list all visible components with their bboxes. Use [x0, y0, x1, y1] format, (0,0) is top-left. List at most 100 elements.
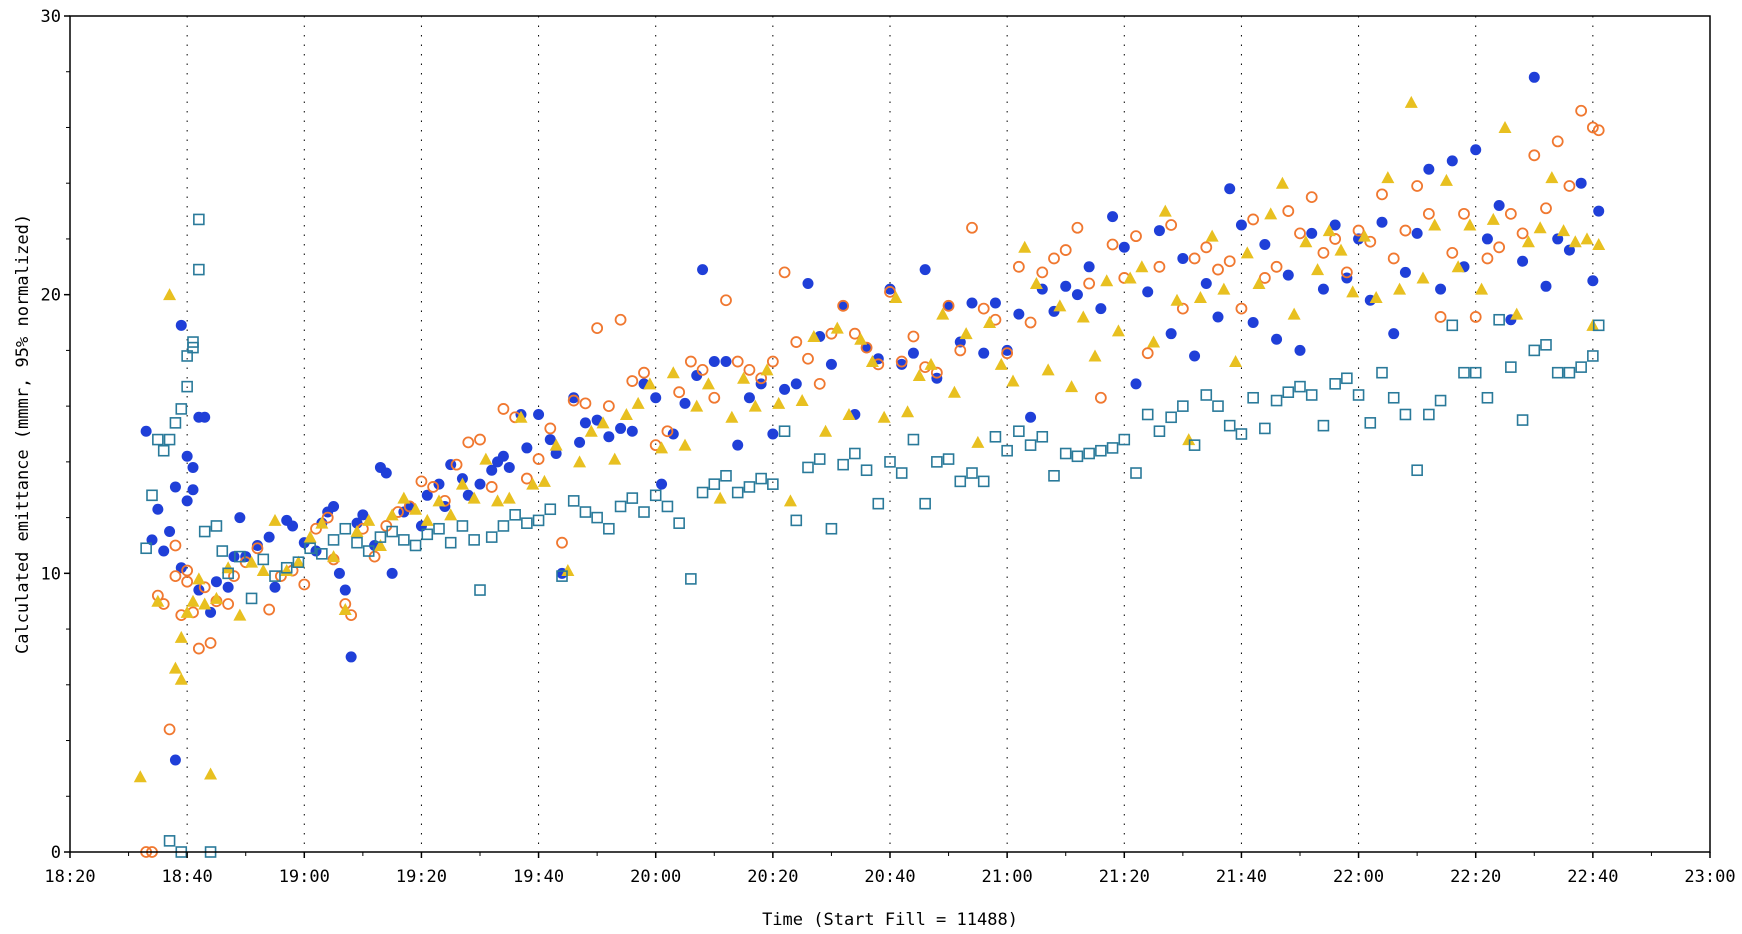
- point-open-square: [673, 517, 685, 529]
- point-filled-triangle: [772, 396, 786, 409]
- point-open-square: [398, 534, 410, 546]
- point-open-square: [1106, 442, 1119, 454]
- point-filled-triangle: [1545, 171, 1559, 184]
- point-filled-circle: [169, 754, 181, 766]
- point-open-circle: [977, 302, 990, 315]
- point-filled-circle: [1329, 219, 1341, 231]
- point-filled-circle: [333, 567, 345, 579]
- point-filled-circle: [1107, 211, 1119, 223]
- point-filled-triangle: [151, 594, 165, 607]
- point-open-circle: [181, 564, 194, 577]
- point-open-square: [1446, 319, 1459, 332]
- point-filled-triangle: [1182, 433, 1196, 446]
- point-open-circle: [169, 570, 182, 583]
- point-open-circle: [1411, 180, 1424, 192]
- point-filled-circle: [187, 484, 199, 496]
- point-filled-triangle: [1393, 282, 1407, 295]
- point-filled-triangle: [444, 508, 458, 521]
- axis-ticks: 18:20 18:40 19:00 19:20 19:40 20:00 20:20 20:40…: [41, 7, 1736, 887]
- point-filled-circle: [919, 264, 931, 276]
- point-filled-circle: [989, 297, 1001, 309]
- point-open-circle: [1294, 227, 1306, 240]
- point-open-square: [1528, 344, 1541, 357]
- point-filled-triangle: [291, 555, 305, 568]
- point-filled-circle: [1435, 283, 1447, 295]
- point-filled-circle: [1200, 278, 1212, 290]
- x-tick-label: 19:20: [396, 867, 447, 887]
- point-open-square: [269, 570, 281, 582]
- point-filled-circle: [328, 500, 340, 512]
- point-filled-triangle: [233, 608, 247, 621]
- point-open-circle: [1059, 244, 1072, 256]
- point-filled-circle: [837, 300, 849, 312]
- point-open-square: [591, 511, 603, 524]
- point-open-circle: [462, 436, 475, 449]
- point-filled-circle: [1165, 328, 1177, 340]
- point-filled-triangle: [994, 357, 1008, 370]
- point-open-circle: [321, 511, 334, 524]
- point-open-square: [966, 467, 978, 479]
- point-filled-circle: [954, 336, 966, 348]
- point-filled-triangle: [1252, 277, 1266, 290]
- point-open-square: [374, 531, 387, 543]
- point-open-square: [1505, 361, 1517, 373]
- point-filled-triangle: [748, 399, 762, 412]
- point-filled-triangle: [420, 513, 434, 526]
- x-tick-label: 19:40: [513, 867, 564, 887]
- point-filled-circle: [222, 581, 234, 593]
- point-filled-triangle: [1041, 363, 1055, 376]
- point-filled-circle: [199, 411, 211, 423]
- data-points: [133, 71, 1606, 858]
- point-filled-circle: [650, 392, 662, 404]
- point-open-square: [1493, 313, 1505, 326]
- point-filled-triangle: [971, 435, 985, 448]
- point-open-square: [1130, 467, 1142, 479]
- point-open-square: [1294, 380, 1306, 393]
- point-filled-circle: [790, 378, 802, 390]
- point-open-square: [1270, 394, 1283, 407]
- point-filled-triangle: [174, 630, 188, 643]
- point-filled-triangle: [315, 516, 329, 529]
- point-open-square: [1223, 419, 1236, 432]
- point-filled-triangle: [1006, 374, 1020, 387]
- point-filled-circle: [1025, 411, 1037, 423]
- point-open-square: [919, 497, 931, 510]
- point-filled-triangle: [666, 366, 680, 379]
- x-tick-label: 22:00: [1333, 867, 1384, 887]
- point-filled-circle: [433, 478, 445, 490]
- point-filled-triangle: [549, 438, 563, 451]
- point-filled-circle: [603, 431, 615, 443]
- point-filled-circle: [310, 545, 322, 557]
- point-open-square: [234, 550, 246, 563]
- point-open-square: [1575, 361, 1587, 373]
- point-open-square: [163, 433, 176, 446]
- point-filled-circle: [1177, 252, 1189, 264]
- point-open-circle: [638, 366, 650, 379]
- point-open-circle: [802, 352, 814, 365]
- point-filled-triangle: [643, 377, 657, 390]
- point-open-square: [292, 556, 305, 568]
- point-open-circle: [222, 598, 235, 610]
- point-open-square: [837, 458, 849, 471]
- point-open-circle: [274, 570, 287, 583]
- point-open-square: [696, 486, 709, 499]
- point-filled-triangle: [795, 394, 809, 407]
- point-filled-circle: [861, 342, 873, 354]
- point-open-square: [1001, 444, 1013, 457]
- point-open-square: [872, 497, 885, 510]
- point-open-circle: [626, 375, 639, 387]
- point-filled-triangle: [526, 477, 540, 490]
- point-open-circle: [1106, 238, 1119, 251]
- point-open-circle: [1094, 391, 1107, 404]
- point-open-circle: [228, 570, 240, 583]
- point-open-square: [813, 453, 826, 465]
- point-open-square: [157, 444, 170, 457]
- point-open-circle: [907, 330, 920, 343]
- point-filled-triangle: [1404, 95, 1418, 108]
- point-open-square: [895, 467, 908, 479]
- point-filled-circle: [1259, 239, 1271, 251]
- point-filled-circle: [656, 478, 668, 490]
- point-filled-triangle: [1193, 290, 1207, 303]
- point-open-square: [1083, 447, 1095, 460]
- point-open-circle: [1387, 252, 1400, 265]
